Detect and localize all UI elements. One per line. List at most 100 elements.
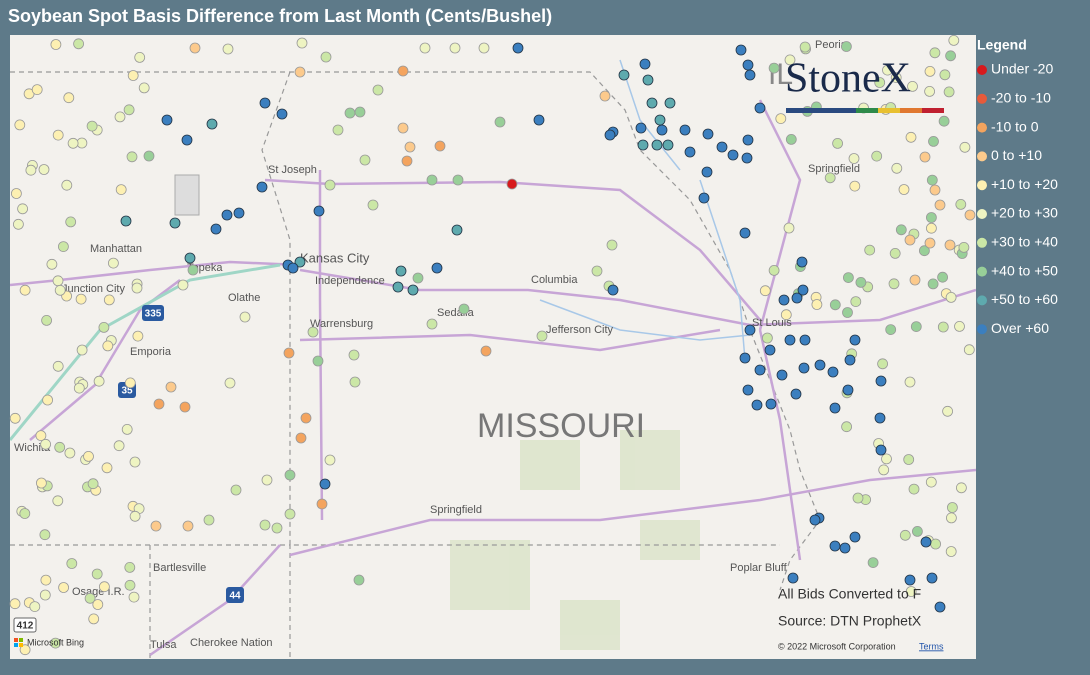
bid-point xyxy=(63,92,75,104)
bid-point xyxy=(920,536,932,548)
bid-point xyxy=(533,114,545,126)
bid-point xyxy=(512,42,524,54)
bid-point xyxy=(849,180,861,192)
bid-point xyxy=(867,557,879,568)
bid-point xyxy=(739,352,751,364)
bid-point xyxy=(261,474,273,486)
bid-point xyxy=(744,324,756,336)
bid-point xyxy=(912,526,923,537)
bid-point xyxy=(42,394,53,406)
legend-title: Legend xyxy=(977,37,1027,53)
road-shields: 35 335 44 412 xyxy=(13,305,244,633)
map-features xyxy=(10,59,976,659)
bid-point xyxy=(64,447,76,459)
bid-point xyxy=(40,438,51,450)
bid-point xyxy=(359,154,371,166)
bid-point xyxy=(888,278,900,290)
bid-point xyxy=(855,276,867,288)
bid-point xyxy=(29,601,41,612)
bid-point xyxy=(784,54,796,66)
terms-link[interactable]: Terms xyxy=(919,641,944,651)
bid-point xyxy=(54,284,66,296)
bid-point xyxy=(924,86,935,97)
bid-point xyxy=(259,97,271,109)
place-label: Independence xyxy=(315,275,385,287)
bid-point xyxy=(426,318,438,330)
bid-point xyxy=(313,205,325,217)
bid-point xyxy=(92,599,104,610)
bid-point xyxy=(874,412,886,424)
bid-point xyxy=(832,137,843,149)
place-label: Poplar Bluff xyxy=(730,562,788,574)
bid-point xyxy=(679,124,691,136)
bid-point xyxy=(102,340,114,352)
bid-point xyxy=(618,69,630,81)
bid-point xyxy=(885,324,897,336)
bid-point xyxy=(637,139,649,151)
bid-point xyxy=(943,86,955,98)
shield-label: 412 xyxy=(17,621,34,632)
bid-point xyxy=(926,572,938,584)
bid-point xyxy=(928,135,939,147)
bid-point xyxy=(221,209,233,221)
bid-point xyxy=(300,412,312,424)
bid-point xyxy=(367,199,379,211)
bid-point xyxy=(751,399,763,411)
bid-point xyxy=(899,529,911,541)
bid-point xyxy=(344,107,356,119)
place-label: Emporia xyxy=(130,346,172,358)
bid-point xyxy=(320,51,332,63)
title: Soybean Spot Basis Difference from Last … xyxy=(8,6,552,26)
bid-point xyxy=(401,155,413,167)
bid-point xyxy=(316,498,328,510)
bid-point xyxy=(783,222,795,234)
bid-point xyxy=(742,384,754,396)
bid-point xyxy=(19,284,31,296)
logo-text: StoneX xyxy=(785,56,911,102)
place-label: Kansas City xyxy=(300,250,370,265)
bid-point xyxy=(945,546,957,557)
place-label: Peoria xyxy=(815,39,848,51)
shield-label: 335 xyxy=(145,309,162,320)
bid-point xyxy=(909,274,921,286)
bid-point xyxy=(796,256,808,268)
bid-point xyxy=(73,382,85,394)
bid-point xyxy=(904,376,916,388)
bid-point xyxy=(38,164,50,175)
bid-point xyxy=(908,483,920,495)
bid-point xyxy=(591,265,603,277)
bid-point xyxy=(99,581,110,593)
bid-point xyxy=(716,141,728,153)
bid-point xyxy=(702,128,714,140)
legend-swatch xyxy=(977,122,987,133)
bid-point xyxy=(775,113,787,124)
bid-point xyxy=(458,303,470,315)
place-label: Manhattan xyxy=(90,243,142,255)
bid-point xyxy=(945,50,956,62)
bid-point xyxy=(284,469,296,481)
bid-point xyxy=(654,114,666,126)
bid-point xyxy=(10,188,22,199)
bid-point xyxy=(127,70,139,81)
bid-point xyxy=(177,279,189,291)
bid-point xyxy=(259,519,271,531)
bid-point xyxy=(12,218,24,230)
bid-point xyxy=(964,209,976,221)
bid-point xyxy=(348,349,360,361)
bid-point xyxy=(123,104,135,116)
place-label: Tulsa xyxy=(150,639,177,651)
bid-point xyxy=(412,272,424,284)
bid-point xyxy=(52,275,64,287)
bid-point xyxy=(635,122,647,134)
bid-point xyxy=(905,586,917,597)
bid-point xyxy=(930,538,941,550)
bid-point xyxy=(124,562,136,573)
bid-point xyxy=(607,284,619,296)
bid-point xyxy=(874,77,886,88)
bid-point xyxy=(283,347,295,359)
bid-point xyxy=(934,601,946,613)
bid-point xyxy=(452,174,464,186)
bid-point xyxy=(735,44,747,56)
copyright: © 2022 Microsoft Corporation xyxy=(778,641,896,651)
bid-point xyxy=(19,644,31,656)
